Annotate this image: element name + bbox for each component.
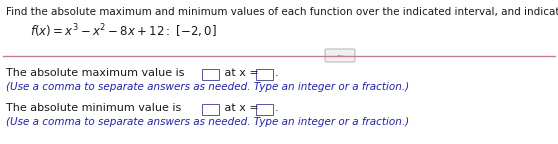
Text: at x =: at x = — [221, 68, 259, 78]
FancyBboxPatch shape — [256, 104, 273, 115]
Text: (Use a comma to separate answers as needed. Type an integer or a fraction.): (Use a comma to separate answers as need… — [6, 117, 409, 127]
Text: The absolute maximum value is: The absolute maximum value is — [6, 68, 185, 78]
FancyBboxPatch shape — [256, 69, 273, 80]
Text: ···: ··· — [336, 52, 344, 61]
FancyBboxPatch shape — [325, 49, 355, 62]
Text: (Use a comma to separate answers as needed. Type an integer or a fraction.): (Use a comma to separate answers as need… — [6, 82, 409, 92]
Text: .: . — [275, 103, 278, 113]
Text: $f(x) = x^3 - x^2 - 8x + 12:\ [-2, 0]$: $f(x) = x^3 - x^2 - 8x + 12:\ [-2, 0]$ — [30, 22, 217, 40]
Text: The absolute minimum value is: The absolute minimum value is — [6, 103, 181, 113]
Text: Find the absolute maximum and minimum values of each function over the indicated: Find the absolute maximum and minimum va… — [6, 7, 558, 17]
Text: at x =: at x = — [221, 103, 259, 113]
Text: .: . — [275, 68, 278, 78]
FancyBboxPatch shape — [202, 69, 219, 80]
FancyBboxPatch shape — [202, 104, 219, 115]
